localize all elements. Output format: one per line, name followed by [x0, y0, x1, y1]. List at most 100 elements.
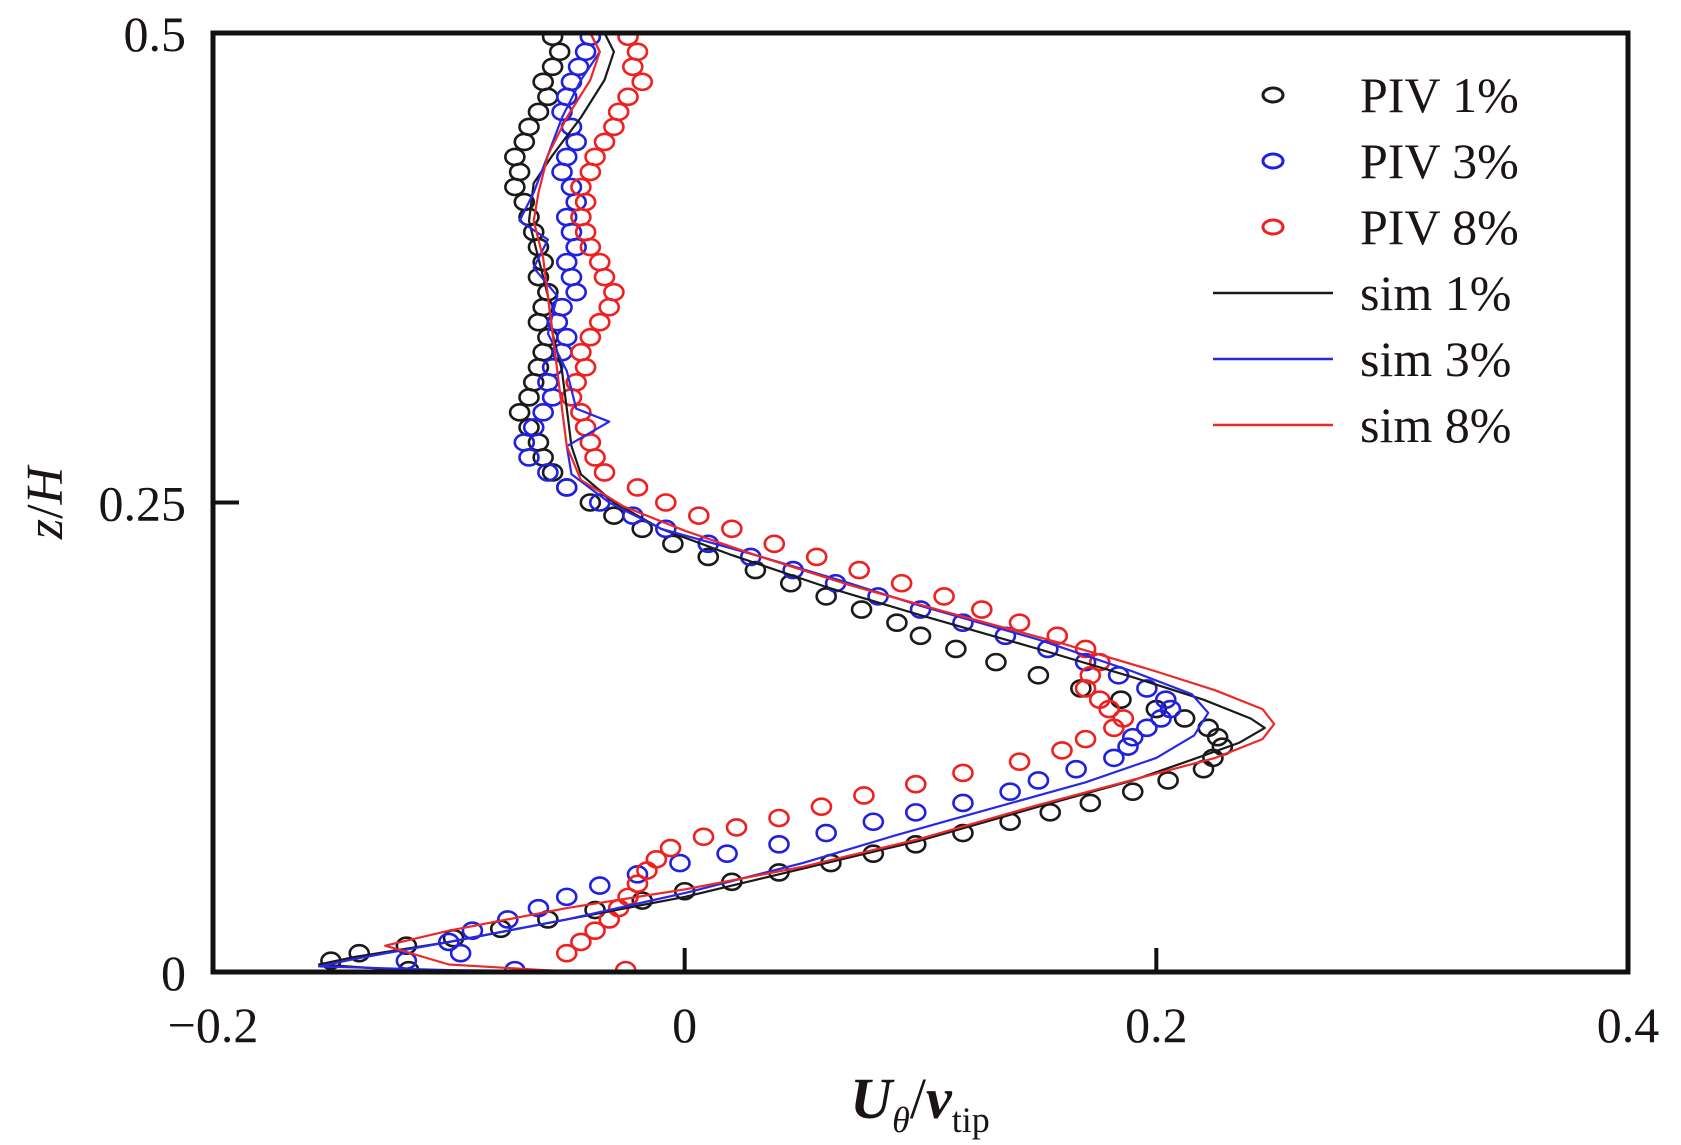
data-point	[952, 823, 974, 843]
data-point	[527, 102, 550, 122]
series-piv-3-	[395, 33, 1182, 972]
data-point	[815, 823, 837, 843]
data-point	[518, 388, 540, 407]
data-point	[815, 587, 837, 606]
data-point	[555, 887, 578, 907]
data-point	[933, 587, 955, 606]
data-point	[1206, 727, 1229, 747]
data-point	[952, 763, 974, 783]
data-point	[546, 312, 569, 332]
data-point	[555, 327, 578, 347]
data-point	[1027, 771, 1050, 790]
legend-label: sim 1%	[1360, 265, 1511, 321]
data-point	[848, 560, 870, 580]
legend-label: PIV 3%	[1360, 133, 1519, 189]
data-point	[631, 519, 654, 539]
data-point	[607, 102, 630, 122]
data-point	[598, 297, 621, 317]
data-point	[584, 921, 606, 940]
data-point	[537, 463, 559, 482]
y-axis-label-sep: /	[17, 504, 74, 519]
x-axis-label-sub-second: tip	[952, 1100, 990, 1140]
data-point	[570, 932, 592, 952]
data-point	[508, 162, 531, 182]
data-point	[1103, 718, 1125, 738]
data-point	[588, 312, 611, 332]
data-point	[1103, 748, 1125, 768]
data-point	[513, 433, 536, 452]
data-point	[527, 898, 550, 918]
data-point	[584, 448, 606, 467]
data-point	[593, 267, 616, 287]
legend-item: sim 8%	[1213, 397, 1511, 453]
data-point	[999, 782, 1021, 802]
legend-item: sim 3%	[1213, 331, 1511, 387]
data-point	[971, 600, 993, 619]
series-layer	[318, 33, 1276, 972]
x-axis-label-second: v	[926, 1066, 953, 1131]
data-point	[1079, 665, 1102, 685]
data-point	[1121, 782, 1144, 802]
legend-item: PIV 1%	[1261, 67, 1519, 123]
series-sim-3--line	[318, 33, 1210, 972]
data-point	[721, 519, 743, 539]
legend-item: PIV 8%	[1261, 199, 1519, 255]
data-point	[886, 613, 908, 632]
data-point	[579, 237, 602, 257]
legend-item: sim 1%	[1213, 265, 1511, 321]
data-point	[537, 87, 559, 107]
data-point	[1121, 727, 1144, 747]
data-point	[570, 342, 592, 362]
data-point	[768, 834, 790, 854]
data-point	[850, 600, 873, 619]
data-point	[716, 844, 738, 863]
y-axis-label: z/H	[17, 464, 74, 540]
data-point	[1173, 709, 1196, 728]
data-point	[579, 162, 602, 182]
data-point	[985, 652, 1007, 672]
data-point	[395, 951, 418, 971]
data-point	[565, 282, 587, 302]
data-point	[565, 237, 587, 257]
legend-marker-icon	[1261, 218, 1285, 236]
data-point	[1154, 690, 1177, 709]
data-point	[1008, 752, 1031, 771]
legend-label: sim 3%	[1360, 331, 1511, 387]
data-point	[1046, 626, 1069, 646]
data-point	[449, 943, 472, 963]
data-point	[768, 808, 790, 828]
x-axis-label-sub-main: θ	[892, 1100, 910, 1140]
series-sim-1--line	[318, 33, 1266, 972]
data-point	[1027, 665, 1050, 685]
data-point	[1117, 737, 1139, 756]
x-tick-label: −0.2	[168, 997, 259, 1053]
y-tick-label: 0.25	[99, 476, 187, 532]
data-point	[1074, 729, 1097, 749]
legend-label: PIV 8%	[1360, 199, 1519, 255]
data-point	[805, 547, 828, 567]
series-sim-8--line	[384, 33, 1276, 972]
data-point	[438, 932, 460, 952]
data-point	[555, 943, 578, 963]
data-point	[574, 222, 597, 242]
data-point	[1136, 679, 1158, 698]
data-point	[621, 57, 644, 77]
data-point	[810, 797, 833, 817]
data-point	[579, 493, 602, 512]
data-point	[555, 147, 578, 167]
data-point	[548, 42, 571, 62]
data-point	[603, 282, 625, 302]
data-point	[574, 42, 597, 62]
data-point	[904, 803, 927, 822]
data-point	[522, 418, 545, 437]
data-point	[593, 463, 616, 482]
data-point	[645, 850, 668, 869]
data-point	[603, 117, 625, 137]
data-point	[626, 874, 649, 894]
ticks-layer: −0.2 0 0.2 0.400.250.5	[99, 6, 1660, 1053]
data-point	[621, 506, 644, 525]
data-point	[1150, 709, 1172, 728]
data-point	[952, 793, 974, 813]
x-tick-label: 0.4	[1597, 997, 1660, 1053]
x-axis-label: Uθ/vtip	[850, 1066, 989, 1140]
